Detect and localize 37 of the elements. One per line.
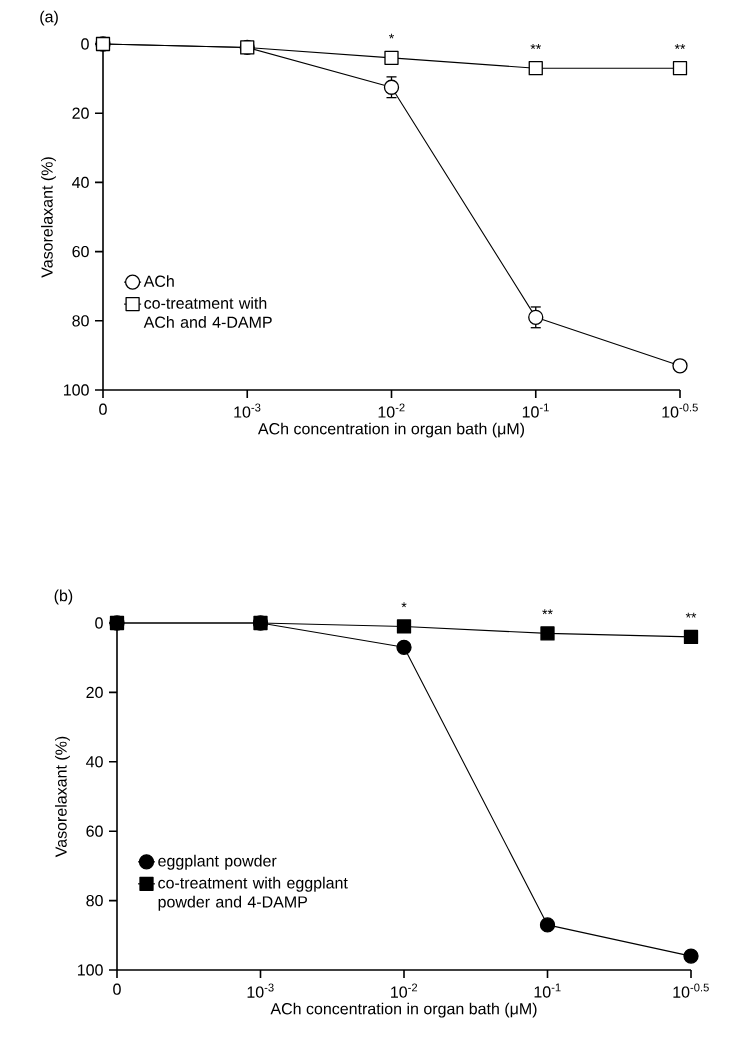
y-tick-label: 0: [81, 38, 89, 50]
y-axis-title: Vasorelaxant (%): [41, 157, 56, 278]
x-tick-label: 10$^{-1}$: [522, 403, 549, 418]
text: **: [685, 612, 697, 618]
y-tick-label: 80: [72, 315, 89, 327]
chart-title: (a): [40, 10, 58, 26]
x-tick-label: 10$^{-0.5}$: [673, 983, 709, 998]
x-tick-label: 10$^{-2}$: [378, 403, 405, 418]
y-tick-label: 100: [63, 384, 89, 396]
y-tick-label: 60: [72, 245, 89, 258]
x-axis-title: ACh concentration in organ bath (μM): [270, 1002, 537, 1018]
text: *: [389, 33, 395, 39]
annotation: **: [674, 44, 686, 49]
text: *: [401, 602, 407, 608]
x-tick-label: 0: [113, 983, 121, 995]
y-tick-label: 40: [72, 176, 89, 189]
y-tick-label: 60: [86, 825, 103, 837]
x-tick-label: 10$^{-0.5}$: [662, 403, 698, 418]
text: **: [542, 609, 553, 615]
x-axis-title: ACh concentration in organ bath (μM): [257, 422, 525, 438]
annotation: **: [530, 44, 541, 49]
x-tick-label: 10$^{-1}$: [534, 983, 561, 998]
y-tick-label: 20: [86, 686, 103, 699]
y-tick-label: 20: [72, 107, 89, 119]
x-tick-label: 10$^{-3}$: [234, 403, 261, 418]
legend-label: ACh: [143, 275, 174, 287]
x-tick-label: 10$^{-3}$: [247, 983, 274, 998]
y-tick-label: 100: [77, 964, 103, 976]
y-axis-title: Vasorelaxant (%): [55, 736, 70, 858]
chart-title: (b): [54, 589, 73, 605]
legend-label: eggplant powder: [158, 854, 277, 870]
y-tick-label: 0: [95, 617, 103, 629]
legend-label: co-treatment with ACh and 4-DAMP: [143, 297, 272, 328]
y-tick-label: 80: [86, 894, 103, 907]
legend-label: co-treatment with eggplant powder and 4-DAMP: [158, 876, 348, 911]
x-tick-label: 10$^{-2}$: [391, 983, 418, 998]
y-tick-label: 40: [86, 756, 103, 768]
